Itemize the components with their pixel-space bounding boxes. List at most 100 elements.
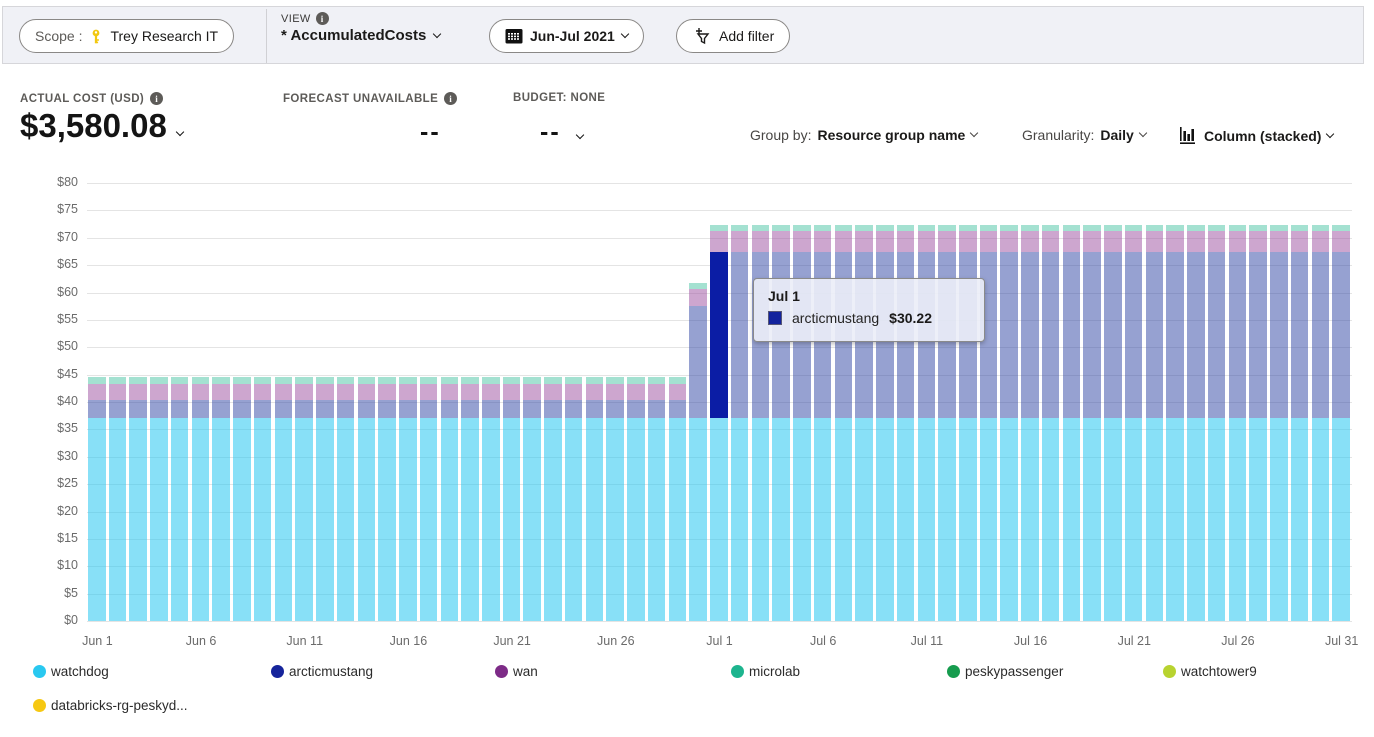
view-info-icon[interactable]: i [315,12,329,25]
bar-jun-5-arcticmustang[interactable] [170,399,189,418]
bar-jul-5-microlab[interactable] [793,224,811,232]
bar-jul-6-microlab[interactable] [813,224,832,232]
bar-jul-9-wan[interactable] [876,231,894,253]
bar-jun-24-arcticmustang[interactable] [564,399,583,418]
bar-jun-16-watchdog[interactable] [399,417,417,621]
bar-jul-17-arcticmustang[interactable] [1041,252,1060,418]
bar-jun-18-watchdog[interactable] [440,417,459,621]
bar-jun-18-wan[interactable] [440,383,459,400]
forecast-info-icon[interactable]: i [444,92,458,105]
bar-jun-3-wan[interactable] [129,383,147,400]
bar-jun-13-watchdog[interactable] [336,417,355,621]
bar-jun-5-microlab[interactable] [170,377,189,384]
bar-jun-12-watchdog[interactable] [316,417,334,621]
bar-jun-5-watchdog[interactable] [170,417,189,621]
bar-jun-26-wan[interactable] [606,383,624,400]
bar-jun-1-watchdog[interactable] [88,417,106,621]
bar-jul-13-watchdog[interactable] [958,417,977,621]
bar-jun-22-microlab[interactable] [523,377,542,384]
bar-jul-17-wan[interactable] [1041,231,1060,253]
bar-jul-20-microlab[interactable] [1104,224,1122,232]
bar-jul-23-arcticmustang[interactable] [1166,252,1184,418]
bar-jul-11-microlab[interactable] [917,224,936,232]
bar-jun-6-microlab[interactable] [191,377,210,384]
bar-jun-29-arcticmustang[interactable] [668,399,687,418]
bar-jul-30-arcticmustang[interactable] [1311,252,1330,418]
bar-jun-25-watchdog[interactable] [585,417,604,621]
bar-jun-19-watchdog[interactable] [461,417,479,621]
bar-jul-1-watchdog[interactable] [710,417,728,621]
date-range-picker[interactable]: Jun-Jul 2021 [489,19,644,53]
bar-jun-1-arcticmustang[interactable] [88,399,106,418]
bar-jul-14-microlab[interactable] [979,224,998,232]
bar-jun-27-microlab[interactable] [627,377,645,384]
bar-jul-25-wan[interactable] [1207,231,1226,253]
bar-jul-31-watchdog[interactable] [1332,417,1350,621]
bar-jun-13-microlab[interactable] [336,377,355,384]
bar-jul-16-wan[interactable] [1021,231,1039,253]
bar-jun-26-watchdog[interactable] [606,417,624,621]
bar-jun-30-watchdog[interactable] [689,417,707,621]
bar-jul-20-arcticmustang[interactable] [1104,252,1122,418]
bar-jun-25-arcticmustang[interactable] [585,399,604,418]
bar-jul-28-wan[interactable] [1270,231,1288,253]
bar-jul-23-wan[interactable] [1166,231,1184,253]
bar-jul-19-microlab[interactable] [1083,224,1101,232]
bar-jun-22-wan[interactable] [523,383,542,400]
bar-jun-3-watchdog[interactable] [129,417,147,621]
actual-cost-info-icon[interactable]: i [150,92,164,105]
bar-jul-11-watchdog[interactable] [917,417,936,621]
bar-jul-30-watchdog[interactable] [1311,417,1330,621]
bar-jul-25-microlab[interactable] [1207,224,1226,232]
bar-jun-28-microlab[interactable] [647,377,666,384]
bar-jul-24-microlab[interactable] [1187,224,1205,232]
legend-item-arcticmustang[interactable]: arcticmustang [271,664,495,679]
bar-jun-15-wan[interactable] [378,383,396,400]
bar-jul-2-watchdog[interactable] [730,417,749,621]
granularity-dropdown[interactable]: Granularity: Daily [1022,127,1148,143]
bar-jul-18-microlab[interactable] [1062,224,1081,232]
legend-item-watchtower9[interactable]: watchtower9 [1163,664,1363,679]
bar-jun-23-wan[interactable] [544,383,562,400]
bar-jun-2-wan[interactable] [108,383,127,400]
bar-jul-1-arcticmustang[interactable] [710,252,728,418]
bar-jul-1-wan[interactable] [710,231,728,253]
bar-jul-8-microlab[interactable] [855,224,873,232]
bar-jul-6-watchdog[interactable] [813,417,832,621]
bar-jun-8-arcticmustang[interactable] [233,399,251,418]
bar-jun-11-microlab[interactable] [295,377,313,384]
bar-jun-27-watchdog[interactable] [627,417,645,621]
bar-jun-27-wan[interactable] [627,383,645,400]
legend-item-microlab[interactable]: microlab [731,664,947,679]
bar-jul-27-arcticmustang[interactable] [1249,252,1267,418]
bar-jun-9-wan[interactable] [253,383,272,400]
bar-jul-27-microlab[interactable] [1249,224,1267,232]
bar-jun-17-arcticmustang[interactable] [419,399,438,418]
bar-jul-22-wan[interactable] [1145,231,1164,253]
bar-jul-20-wan[interactable] [1104,231,1122,253]
bar-jun-13-arcticmustang[interactable] [336,399,355,418]
bar-jun-11-watchdog[interactable] [295,417,313,621]
bar-jul-16-microlab[interactable] [1021,224,1039,232]
bar-jul-9-microlab[interactable] [876,224,894,232]
bar-jun-19-microlab[interactable] [461,377,479,384]
bar-jul-4-wan[interactable] [772,231,790,253]
bar-jul-28-watchdog[interactable] [1270,417,1288,621]
bar-jun-6-arcticmustang[interactable] [191,399,210,418]
bar-jun-18-microlab[interactable] [440,377,459,384]
bar-jul-18-watchdog[interactable] [1062,417,1081,621]
bar-jun-2-arcticmustang[interactable] [108,399,127,418]
bar-jun-17-watchdog[interactable] [419,417,438,621]
actual-cost-dropdown[interactable]: $3,580.08 [20,107,185,145]
bar-jul-21-wan[interactable] [1124,231,1143,253]
bar-jul-15-wan[interactable] [1000,231,1018,253]
bar-jun-6-watchdog[interactable] [191,417,210,621]
budget-dropdown[interactable]: -- [540,118,584,147]
bar-jun-16-wan[interactable] [399,383,417,400]
bar-jun-29-wan[interactable] [668,383,687,400]
bar-jun-7-wan[interactable] [212,383,230,400]
bar-jul-22-microlab[interactable] [1145,224,1164,232]
bar-jul-2-wan[interactable] [730,231,749,253]
bar-jun-24-wan[interactable] [564,383,583,400]
bar-jul-22-arcticmustang[interactable] [1145,252,1164,418]
